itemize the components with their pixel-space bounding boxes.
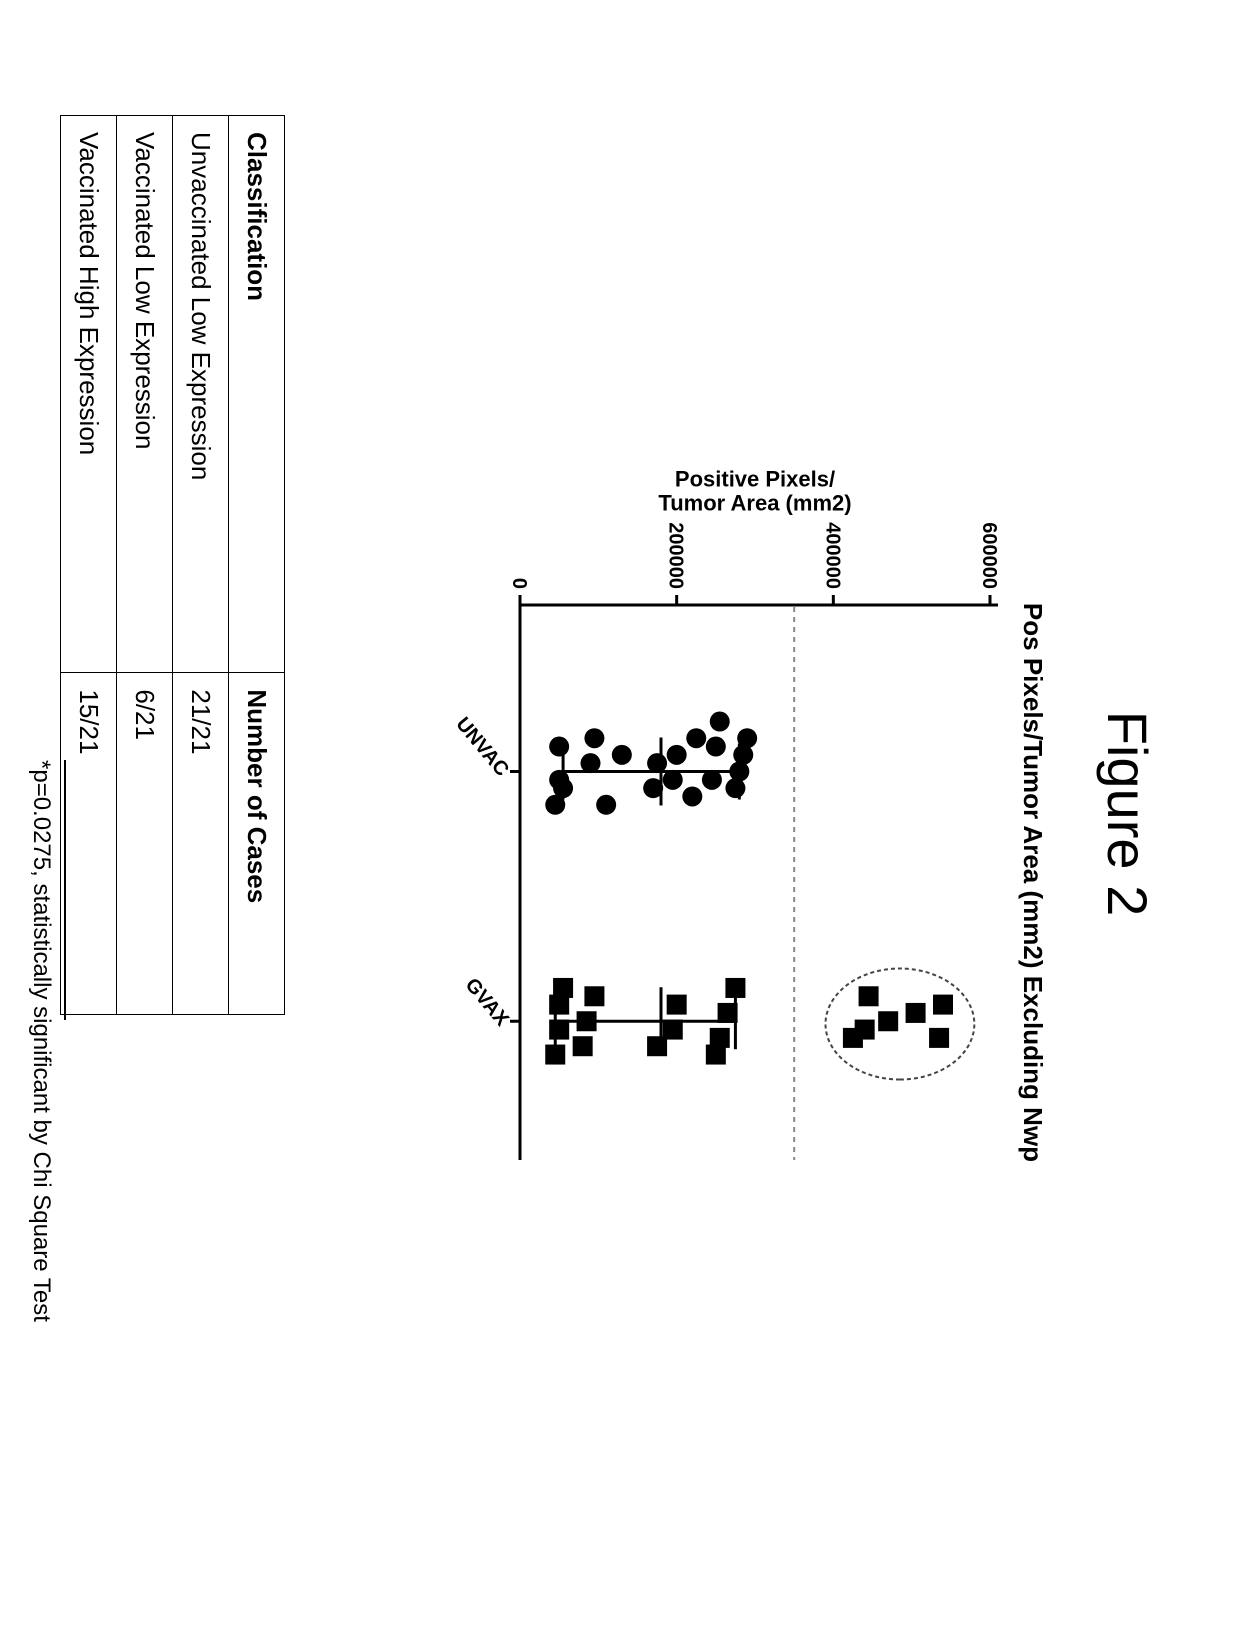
table-col-cases: Number of Cases	[229, 673, 285, 1015]
svg-text:Positive Pixels/Tumor Area (mm: Positive Pixels/Tumor Area (mm2)	[658, 466, 851, 515]
cell-classification: Vaccinated High Expression	[61, 116, 117, 673]
table-col-classification: Classification	[229, 116, 285, 673]
svg-text:400000: 400000	[821, 522, 843, 589]
classification-table-wrap: Classification Number of Cases Unvaccina…	[60, 115, 285, 1015]
cell-classification: Unvaccinated Low Expression	[173, 116, 229, 673]
table-row: Vaccinated Low Expression6/21	[117, 116, 173, 1015]
figure-title: Figure 2	[1095, 0, 1160, 1627]
footnote-rule	[64, 760, 66, 1020]
classification-table: Classification Number of Cases Unvaccina…	[60, 115, 285, 1015]
cell-cases: 21/21	[173, 673, 229, 1015]
svg-text:0: 0	[508, 578, 530, 589]
table-header-row: Classification Number of Cases	[229, 116, 285, 1015]
scatter-chart: Pos Pixels/Tumor Area (mm2) Excluding Nw…	[420, 430, 1060, 1190]
table-row: Vaccinated High Expression15/21	[61, 116, 117, 1015]
svg-text:GVAX: GVAX	[461, 974, 514, 1031]
table-row: Unvaccinated Low Expression21/21	[173, 116, 229, 1015]
cell-cases: 15/21	[61, 673, 117, 1015]
svg-text:Pos Pixels/Tumor Area (mm2) Ex: Pos Pixels/Tumor Area (mm2) Excluding Nw…	[1018, 603, 1048, 1162]
svg-text:UNVAC: UNVAC	[451, 713, 513, 780]
svg-text:600000: 600000	[978, 522, 1000, 589]
footnote-text: *p=0.0275, statistically significant by …	[27, 760, 55, 1322]
cell-classification: Vaccinated Low Expression	[117, 116, 173, 673]
svg-text:200000: 200000	[665, 522, 687, 589]
cell-cases: 6/21	[117, 673, 173, 1015]
